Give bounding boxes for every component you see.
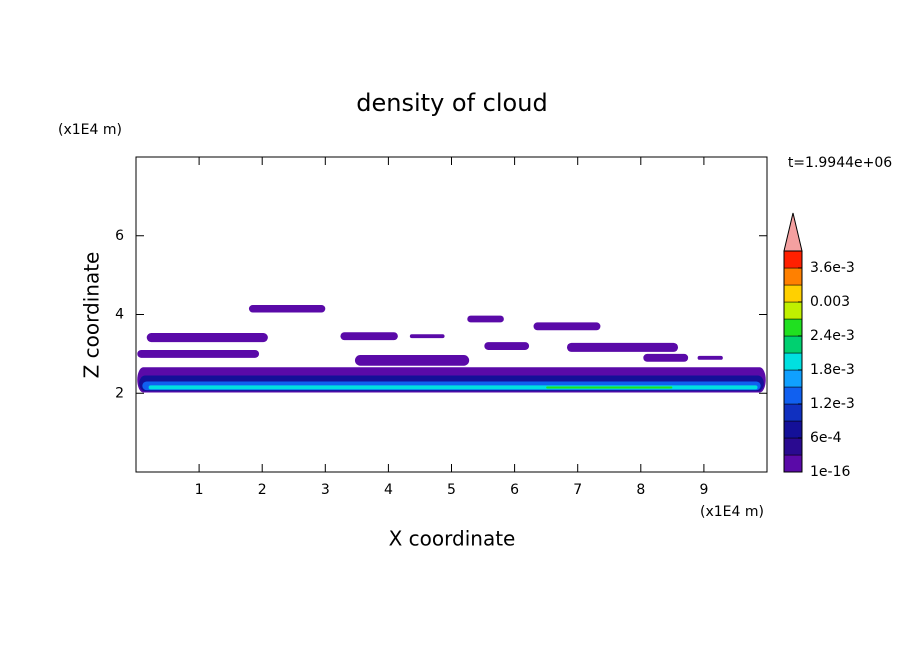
colorbar-band xyxy=(783,437,803,456)
contour-region xyxy=(546,386,673,389)
colorbar-tick-label: 1.8e-3 xyxy=(810,362,855,378)
y-tick-label: 6 xyxy=(115,228,124,244)
x-tick-label: 8 xyxy=(636,482,645,498)
chart-title: density of cloud xyxy=(356,89,547,117)
y-unit: (x1E4 m) xyxy=(58,122,122,138)
contour-region xyxy=(409,334,445,339)
contour-region xyxy=(467,315,504,323)
y-tick-label: 4 xyxy=(115,307,124,323)
colorbar-tick-label: 0.003 xyxy=(810,294,850,310)
contour-region xyxy=(484,342,530,350)
colorbar-band xyxy=(783,386,803,405)
x-tick-label: 5 xyxy=(447,482,456,498)
contour-region xyxy=(248,305,326,313)
colorbar-band xyxy=(783,267,803,286)
contour-region xyxy=(643,353,689,362)
colorbar-tick-label: 2.4e-3 xyxy=(810,328,855,344)
y-axis-label: Z coordinate xyxy=(80,252,104,379)
contour-region xyxy=(566,342,679,352)
contour-region xyxy=(340,332,398,341)
colorbar-tick-label: 3.6e-3 xyxy=(810,260,855,276)
colorbar-tick-label: 6e-4 xyxy=(810,430,842,446)
x-unit: (x1E4 m) xyxy=(700,504,764,520)
contour-region xyxy=(146,333,268,343)
colorbar-band xyxy=(783,250,803,269)
colorbar-band xyxy=(783,369,803,388)
colorbar-band xyxy=(783,454,803,473)
x-tick-label: 1 xyxy=(195,482,204,498)
x-tick-label: 6 xyxy=(510,482,519,498)
x-tick-label: 9 xyxy=(699,482,708,498)
x-tick-label: 4 xyxy=(384,482,393,498)
colorbar-tick-label: 1e-16 xyxy=(810,464,850,480)
colorbar-band xyxy=(783,403,803,422)
colorbar-tick-label: 1.2e-3 xyxy=(810,396,855,412)
y-tick-label: 2 xyxy=(115,385,124,401)
x-axis-label: X coordinate xyxy=(389,527,516,551)
contour-region xyxy=(137,349,260,358)
colorbar-band xyxy=(783,318,803,337)
time-annotation: t=1.9944e+06 xyxy=(788,155,892,171)
contour-region xyxy=(697,355,723,360)
colorbar-band xyxy=(783,420,803,439)
colorbar-band xyxy=(783,284,803,303)
contour-region xyxy=(533,322,601,331)
colorbar-band xyxy=(783,301,803,320)
contour-region xyxy=(354,355,470,366)
colorbar-frame xyxy=(783,250,803,473)
colorbar-band xyxy=(783,352,803,371)
colorbar-band xyxy=(783,335,803,354)
x-tick-label: 3 xyxy=(321,482,330,498)
x-tick-label: 7 xyxy=(573,482,582,498)
x-tick-label: 2 xyxy=(258,482,267,498)
